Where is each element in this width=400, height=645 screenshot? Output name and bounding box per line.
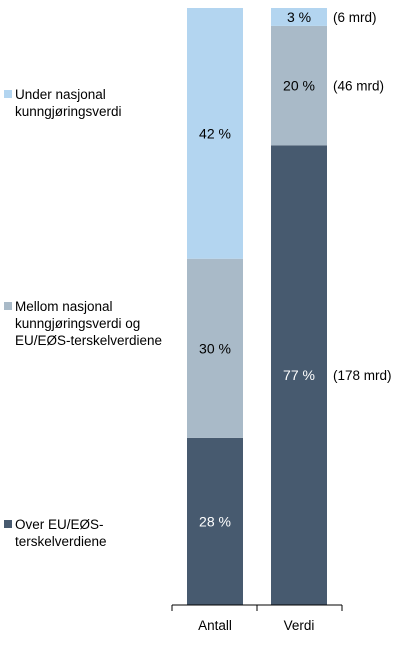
legend-swatch-over (4, 520, 12, 528)
bar-annotation-label: (178 mrd) (333, 368, 392, 383)
bar-annotation-label: (46 mrd) (333, 79, 384, 94)
bar-segment (271, 145, 327, 605)
legend-label-over-line1: Over EU/EØS- (15, 517, 104, 532)
legend-label-over-line2: terskelverdiene (15, 534, 107, 549)
legend-swatch-mellom (4, 302, 12, 310)
bar-segment (187, 8, 243, 259)
bar-value-label: 77 % (283, 367, 315, 383)
bar-value-label: 20 % (283, 78, 315, 94)
bar-segment (271, 25, 327, 146)
x-tick-labels-group: Antall Verdi (198, 618, 314, 633)
bar-segment (187, 437, 243, 605)
legend-label-mellom-line1: Mellom nasjonal (15, 299, 113, 314)
legend-label-under-line2: kunngjøringsverdi (15, 104, 122, 119)
legend-swatch-under (4, 90, 12, 98)
x-axis (171, 604, 343, 611)
bar-annotation-label: (6 mrd) (333, 10, 377, 25)
legend-label-mellom-line3: EU/EØS-terskelverdiene (15, 333, 163, 348)
legend-item-mellom: Mellom nasjonal kunngjøringsverdi og EU/… (4, 298, 179, 349)
bar-segment (187, 258, 243, 438)
bar-value-label: 28 % (199, 513, 231, 529)
legend-label-mellom-line2: kunngjøringsverdi og (15, 316, 141, 331)
legend-label-under-line1: Under nasjonal (15, 87, 106, 102)
bar-value-label: 42 % (199, 125, 231, 141)
x-tick-label: Verdi (284, 618, 315, 633)
legend-item-under: Under nasjonal kunngjøringsverdi (4, 86, 179, 120)
bar-value-label: 3 % (287, 9, 311, 25)
bar-value-label: 30 % (199, 340, 231, 356)
annotations-group: (178 mrd) (46 mrd) (6 mrd) (333, 10, 392, 383)
legend-item-over: Over EU/EØS- terskelverdiene (4, 516, 179, 550)
bars-group (187, 8, 327, 605)
value-labels-group: 28 % 30 % 42 % 77 % 20 % 3 % (199, 9, 315, 529)
bar-segment (271, 8, 327, 26)
x-tick-label: Antall (198, 618, 232, 633)
